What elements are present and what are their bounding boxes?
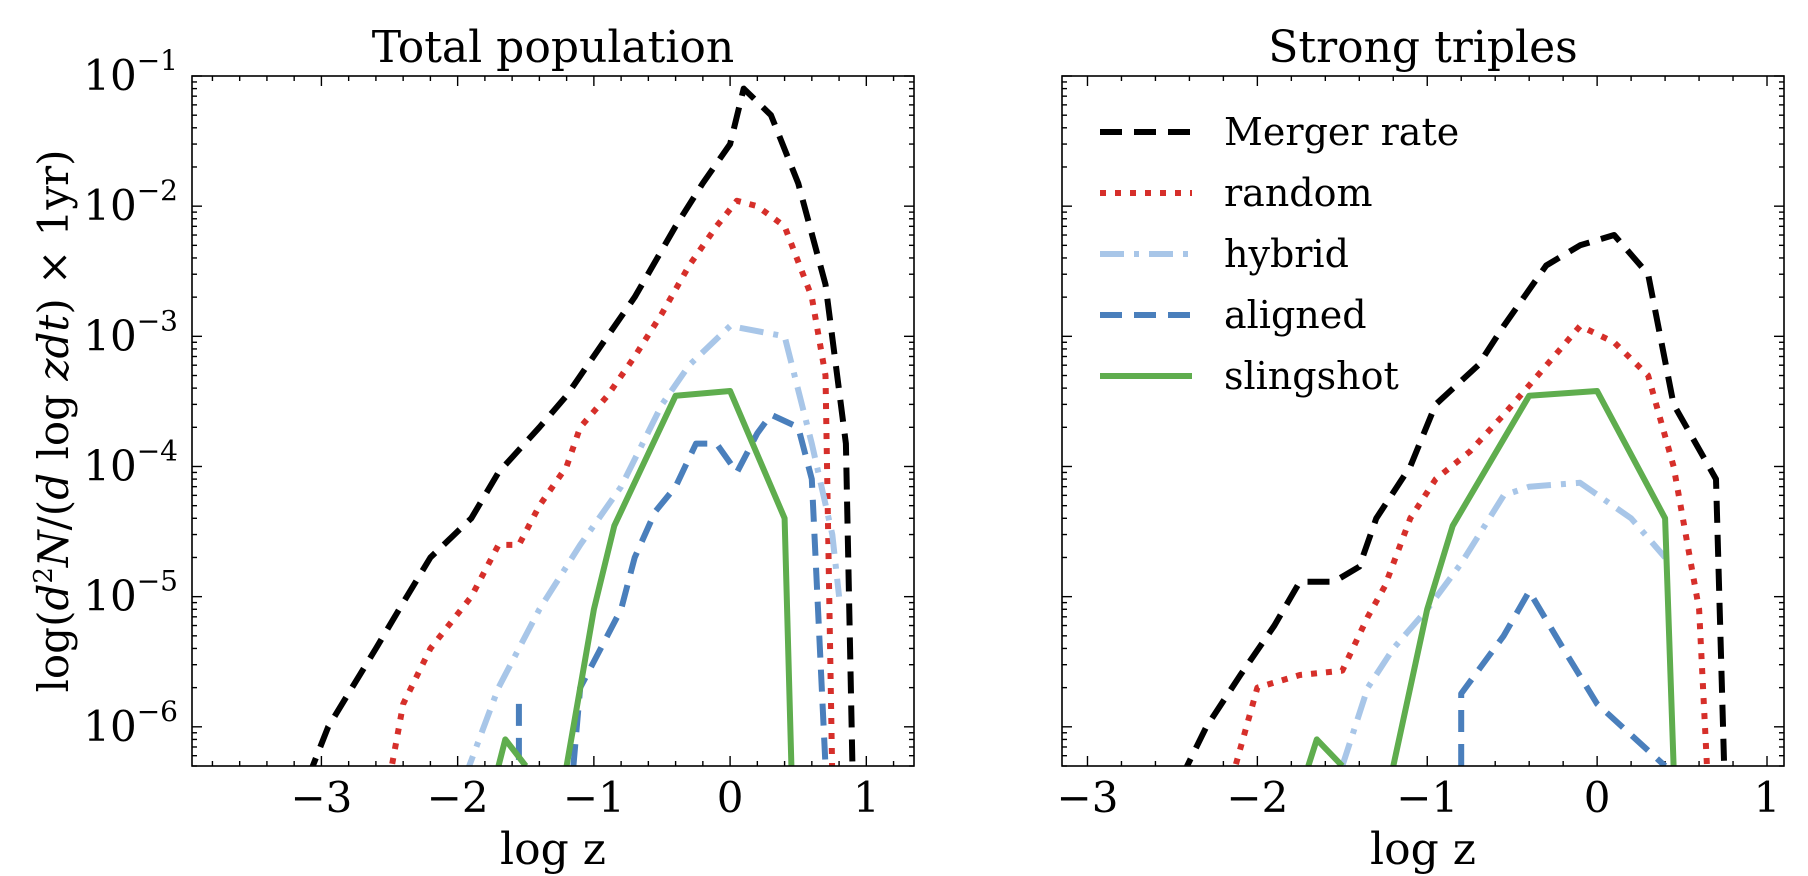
legend-label-aligned: aligned xyxy=(1224,293,1367,337)
legend-label-merger-rate: Merger rate xyxy=(1224,110,1459,154)
series-line-slingshot xyxy=(563,388,795,766)
panel-title-total-population: Total population xyxy=(372,22,734,73)
series-line-random xyxy=(388,197,836,766)
plot-frame-strong-triples xyxy=(1061,75,1785,767)
x-tick-label: −2 xyxy=(427,773,489,822)
series-line-slingshot xyxy=(495,736,529,766)
y-tick-labels: 10−6 10−5 10−4 10−3 10−2 10−1 xyxy=(83,44,178,751)
series-group-total-population xyxy=(309,85,856,766)
x-tick-label: −3 xyxy=(290,773,352,822)
series-line-slingshot xyxy=(1390,388,1677,766)
plot-frame-total-population xyxy=(191,75,915,767)
legend-label-slingshot: slingshot xyxy=(1224,354,1399,398)
legend-label-random: random xyxy=(1224,171,1373,215)
series-line-hybrid xyxy=(466,323,843,766)
x-tick-label: −1 xyxy=(1396,773,1458,822)
x-tick-label: 1 xyxy=(853,773,880,822)
x-tick-label: −2 xyxy=(1226,773,1288,822)
x-tick-label: 0 xyxy=(717,773,744,822)
axis-ticks-strong-triples xyxy=(1062,75,1784,767)
legend-label-hybrid: hybrid xyxy=(1224,232,1349,276)
x-tick-label: 1 xyxy=(1754,773,1781,822)
y-tick-label: 10−5 xyxy=(83,565,178,621)
series-line-merger-rate xyxy=(309,85,856,766)
x-tick-labels-total-population: −3 −2 −1 0 1 xyxy=(290,773,879,822)
x-axis-label-total-population: log z xyxy=(500,824,606,875)
x-tick-labels-strong-triples: −3 −2 −1 0 1 xyxy=(1057,773,1781,822)
series-line-random xyxy=(1232,323,1710,766)
panel-strong-triples: Strong triples −3 −2 −1 0 1 log z Merger rat… xyxy=(1057,22,1785,875)
series-line-aligned xyxy=(1458,588,1668,766)
y-tick-label: 10−6 xyxy=(83,695,178,751)
legend: Merger rate random hybrid aligned slingshot xyxy=(1100,110,1459,398)
series-line-aligned xyxy=(570,411,829,766)
y-axis-label: log(d2N/(d log zdt) × 1yr) xyxy=(29,149,78,692)
y-tick-label: 10−1 xyxy=(83,44,178,100)
x-axis-label-strong-triples: log z xyxy=(1370,824,1476,875)
x-tick-label: −3 xyxy=(1057,773,1119,822)
x-tick-label: 0 xyxy=(1584,773,1611,822)
y-tick-label: 10−4 xyxy=(83,434,178,490)
y-tick-label: 10−2 xyxy=(83,174,178,230)
series-line-slingshot xyxy=(1305,736,1345,766)
series-group-strong-triples xyxy=(1183,232,1728,766)
panel-total-population: Total population 10−610−510−410−310−210−… xyxy=(83,22,915,875)
series-line-merger-rate xyxy=(1183,232,1728,766)
y-tick-label: 10−3 xyxy=(83,304,178,360)
x-tick-label: −1 xyxy=(563,773,625,822)
series-line-hybrid xyxy=(1339,479,1668,766)
panel-title-strong-triples: Strong triples xyxy=(1268,22,1577,73)
